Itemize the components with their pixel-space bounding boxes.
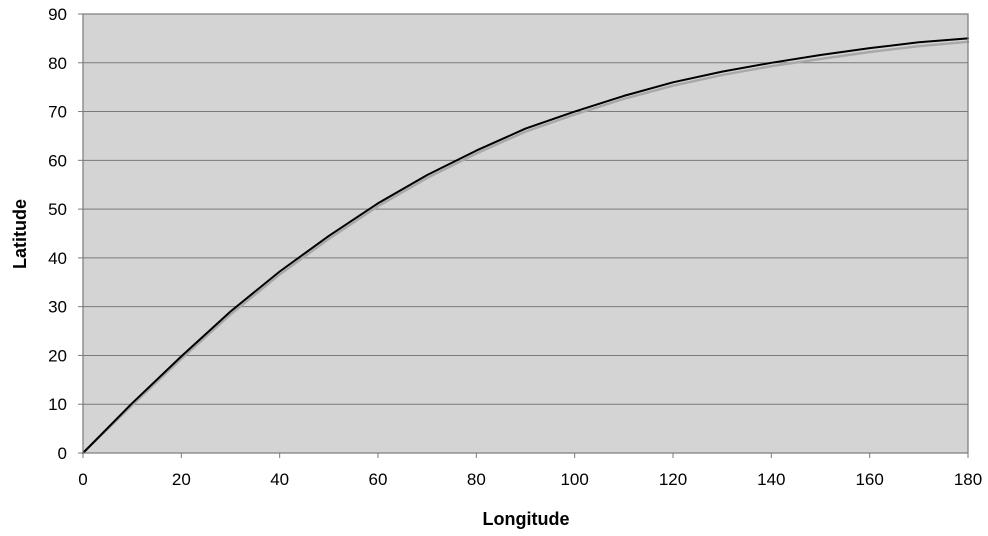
x-tick-label-60: 60 xyxy=(369,470,388,489)
x-tick-label-180: 180 xyxy=(954,470,982,489)
plot-area xyxy=(83,14,968,453)
x-tick-label-140: 140 xyxy=(757,470,785,489)
x-tick-label-100: 100 xyxy=(560,470,588,489)
y-tick-label-90: 90 xyxy=(48,5,67,24)
x-tick-label-160: 160 xyxy=(855,470,883,489)
x-tick-label-40: 40 xyxy=(270,470,289,489)
y-tick-label-30: 30 xyxy=(48,298,67,317)
series-line-primary xyxy=(82,37,969,454)
x-tick-label-120: 120 xyxy=(659,470,687,489)
series-line-secondary xyxy=(81,40,970,455)
y-tick-label-70: 70 xyxy=(48,103,67,122)
x-tick-label-20: 20 xyxy=(172,470,191,489)
x-axis-title: Longitude xyxy=(483,509,570,529)
plot-frame xyxy=(82,13,969,454)
y-tick-label-40: 40 xyxy=(48,249,67,268)
y-tick-label-50: 50 xyxy=(48,200,67,219)
y-tick-label-20: 20 xyxy=(48,346,67,365)
y-tick-label-10: 10 xyxy=(48,395,67,414)
y-axis-title: Latitude xyxy=(10,199,30,269)
x-tick-label-0: 0 xyxy=(78,470,87,489)
y-tick-label-0: 0 xyxy=(58,444,67,463)
y-tick-label-60: 60 xyxy=(48,151,67,170)
x-tick-label-80: 80 xyxy=(467,470,486,489)
y-tick-label-80: 80 xyxy=(48,54,67,73)
